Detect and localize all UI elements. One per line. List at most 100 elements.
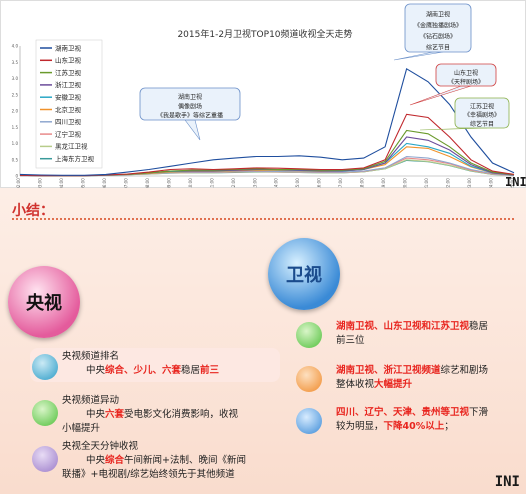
annotation-text: 《钻石剧场》 <box>420 32 456 40</box>
y-tick-label: 4.0 <box>12 44 19 49</box>
annotation-text: 湖南卫视 <box>426 10 450 18</box>
satellite-label: 卫视 <box>286 265 322 286</box>
x-tick-label: 06:00 <box>102 178 107 188</box>
legend: 湖南卫视山东卫视江苏卫视浙江卫视安徽卫视北京卫视四川卫视辽宁卫视黑龙江卫视上海东… <box>35 39 103 169</box>
y-tick-label: 1.5 <box>12 125 19 130</box>
y-tick-label: 3.0 <box>12 76 19 81</box>
sat-item-2-bullet <box>296 366 322 392</box>
cctv-item-1-part-1: 综合、少儿、六套 <box>105 365 182 376</box>
x-tick-label: 07:00 <box>123 178 128 188</box>
y-tick-label: 0 <box>15 174 18 179</box>
chart-title: 2015年1-2月卫视TOP10频道收视全天走势 <box>177 28 352 40</box>
series-group <box>19 67 515 177</box>
cctv-item-2-part-2: 受电影文化消费影响，收视 <box>124 409 239 420</box>
cctv-item-2-detail: 中央六套受电影文化消费影响，收视 <box>86 408 238 422</box>
legend-label: 安徽卫视 <box>55 93 82 102</box>
x-tick-label: 21:00 <box>424 178 429 188</box>
sat-item-3b-part-2: ； <box>444 421 454 432</box>
x-tick-label: 15:00 <box>295 178 300 188</box>
cctv-item-1-detail: 中央综合、少儿、六套稳居前三 <box>86 364 219 378</box>
satellite-circle: 卫视 <box>268 238 340 310</box>
sat-item-1-part-1: 稳居 <box>469 321 489 332</box>
legend-label: 江苏卫视 <box>55 68 82 77</box>
sat-item-2-detail-2: 整体收视大幅提升 <box>336 378 412 392</box>
x-tick-label: 17:00 <box>338 178 343 188</box>
cctv-item-2-detail-2: 小幅提升 <box>62 423 101 434</box>
annotation-text: 综艺节目 <box>426 43 450 51</box>
chart-area: 2015年1-2月卫视TOP10频道收视全天走势 4.0 3.5 3.0 2.5 2.0… <box>0 0 526 188</box>
sat-item-1-part-0: 湖南卫视、山东卫视和江苏卫视 <box>336 321 470 332</box>
y-tick-label: 3.5 <box>12 60 19 65</box>
x-tick-label: 24:00 <box>489 178 494 188</box>
cctv-item-3-title: 央视全天分钟收视 <box>62 441 139 452</box>
x-tick-label: 09:00 <box>166 178 171 188</box>
annotation-text: 《天秤剧场》 <box>448 78 484 86</box>
x-tick-label: 16:00 <box>317 178 322 188</box>
annotation-box <box>404 3 472 53</box>
x-tick-label: 04:00 <box>59 178 64 188</box>
dotted-divider <box>12 218 514 220</box>
cctv-item-1-part-0: 中央 <box>86 365 106 376</box>
sat-item-3-part-1: 下滑 <box>469 407 489 418</box>
series-line <box>19 67 515 176</box>
annotation-text: 湖南卫视 <box>178 93 202 101</box>
y-axis: 4.0 3.5 3.0 2.5 2.0 1.5 1.0 0.5 0 <box>12 44 21 179</box>
annotation-callout: 山东卫视《天秤剧场》 <box>409 63 497 106</box>
annotation-text: 偶像剧场 <box>178 102 202 110</box>
x-tick-label: 19:00 <box>381 178 386 188</box>
x-tick-label: 12:00 <box>231 178 236 188</box>
sat-item-2-part-1: 综艺和剧场 <box>440 365 489 376</box>
cctv-item-3-part-1: 综合 <box>105 455 125 466</box>
sat-item-1-bullet <box>296 322 322 348</box>
legend-label: 四川卫视 <box>55 117 82 126</box>
sat-item-3-detail-2: 较为明显，下降40%以上； <box>336 420 454 434</box>
x-tick-label: 23:00 <box>467 178 472 188</box>
cctv-item-1-title: 央视频道排名 <box>62 351 120 362</box>
x-tick-label: 02:00 <box>16 178 21 188</box>
x-tick-label: 08:00 <box>145 178 150 188</box>
x-tick-label: 10:00 <box>188 178 193 188</box>
y-tick-label: 2.5 <box>12 92 19 97</box>
annotation-callout: 江苏卫视《幸福剧场》综艺节目 <box>419 97 510 131</box>
sat-item-3b-part-0: 较为明显， <box>336 421 384 432</box>
x-tick-label: 05:00 <box>80 178 85 188</box>
legend-label: 黑龙江卫视 <box>55 142 88 151</box>
annotation-text: 《幸福剧场》 <box>464 111 500 119</box>
y-tick-label: 2.0 <box>12 109 19 114</box>
annotation-box <box>454 97 510 129</box>
sat-item-3-part-0: 四川、辽宁、天津、贵州等卫视 <box>336 407 470 418</box>
x-tick-label: 22:00 <box>446 178 451 188</box>
cctv-item-bg <box>30 348 280 382</box>
cctv-item-3-detail-2: 联播》+电视剧/综艺始终领先于其他频道 <box>62 469 235 480</box>
line-chart: 2015年1-2月卫视TOP10频道收视全天走势 4.0 3.5 3.0 2.5 2.0… <box>0 0 526 188</box>
cctv-item-2-part-1: 六套 <box>105 409 125 420</box>
series-line <box>19 113 515 177</box>
cctv-item-1-part-3: 前三 <box>200 365 220 376</box>
x-tick-label: 25:00 <box>510 178 515 188</box>
legend-label: 上海东方卫视 <box>55 154 95 163</box>
cctv-item-3-detail: 中央综合午间新闻+法制、晚间《新闻 <box>86 454 246 468</box>
annotation-box <box>139 87 241 121</box>
legend-label: 山东卫视 <box>55 56 82 65</box>
sat-item-2b-part-1: 大幅提升 <box>374 379 413 390</box>
cctv-item-1-bullet <box>32 354 58 380</box>
y-tick-label: 1.0 <box>12 141 19 146</box>
annotation-text: 《我是歌手》等综艺重播 <box>157 112 223 120</box>
cctv-item-3-part-2: 午间新闻+法制、晚间《新闻 <box>124 455 246 466</box>
annotation-text: 山东卫视 <box>454 69 478 77</box>
x-tick-label: 14:00 <box>274 178 279 188</box>
cctv-item-3-bullet <box>32 446 58 472</box>
legend-label: 浙江卫视 <box>55 80 82 89</box>
y-tick-label: 0.5 <box>12 157 19 162</box>
sat-item-1-detail: 湖南卫视、山东卫视和江苏卫视稳居 <box>336 320 488 334</box>
cctv-item-2-part-0: 中央 <box>86 409 106 420</box>
annotation-callout: 湖南卫视《金鹰独播剧场》《钻石剧场》综艺节目 <box>393 3 472 61</box>
cctv-item-2-title: 央视频道异动 <box>62 395 120 406</box>
legend-label: 辽宁卫视 <box>55 129 82 138</box>
sat-item-3-detail: 四川、辽宁、天津、贵州等卫视下滑 <box>336 406 488 420</box>
sat-item-2-detail: 湖南卫视、浙江卫视频道综艺和剧场 <box>336 364 488 378</box>
x-axis: 02:00 03:00 04:00 05:00 06:00 07:00 08:00 09:00… <box>16 175 515 188</box>
annotation-box <box>435 63 497 87</box>
summary-panel: 小结： 央视 卫视 央视频道排名 中央综合、少儿、六套稳居前三 央视频道异动 中… <box>0 188 526 494</box>
